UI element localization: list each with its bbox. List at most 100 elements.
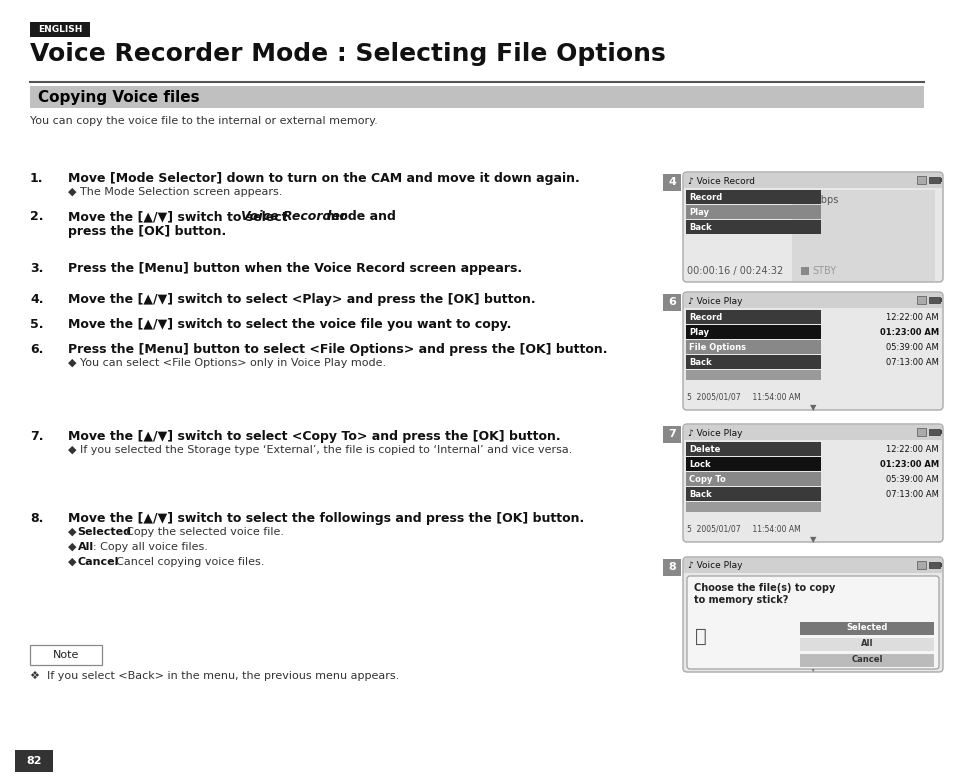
Bar: [30, 86, 923, 108]
Text: Voice Recorder Mode : Selecting File Options: Voice Recorder Mode : Selecting File Opt…: [30, 42, 665, 66]
Text: Selected: Selected: [77, 527, 132, 537]
Text: 8.: 8.: [30, 512, 43, 525]
Text: Copy To: Copy To: [688, 474, 725, 484]
Bar: [939, 298, 941, 302]
Text: Cancel: Cancel: [77, 557, 119, 567]
Text: Cancel: Cancel: [850, 655, 882, 664]
Text: ▼: ▼: [809, 664, 816, 673]
Text: Note: Note: [52, 650, 79, 660]
Bar: [685, 355, 821, 369]
Text: 5.: 5.: [30, 318, 44, 331]
Text: STBY: STBY: [811, 266, 835, 276]
Text: Move the [▲/▼] switch to select the voice file you want to copy.: Move the [▲/▼] switch to select the voic…: [68, 318, 511, 331]
Bar: [685, 325, 821, 339]
Bar: [662, 294, 680, 311]
Text: ❖  If you select <Back> in the menu, the previous menu appears.: ❖ If you select <Back> in the menu, the …: [30, 671, 399, 681]
Bar: [685, 190, 821, 204]
Text: 8: 8: [667, 562, 675, 572]
Bar: [685, 205, 821, 219]
Bar: [800, 654, 933, 667]
Text: Back: Back: [688, 223, 711, 231]
Bar: [916, 296, 925, 304]
Text: 00:00:16 / 00:24:32: 00:00:16 / 00:24:32: [686, 266, 782, 276]
Text: 82: 82: [27, 756, 42, 766]
Text: ◆: ◆: [68, 542, 80, 552]
Text: 7: 7: [667, 429, 675, 439]
Text: mode and: mode and: [322, 210, 395, 223]
Bar: [685, 370, 821, 380]
Text: Choose the file(s) to copy
to memory stick?: Choose the file(s) to copy to memory sti…: [693, 583, 835, 605]
Text: ▼: ▼: [809, 403, 816, 412]
Bar: [939, 430, 941, 434]
Text: 05:39:00 AM: 05:39:00 AM: [885, 343, 938, 351]
Text: ◆: ◆: [68, 527, 80, 537]
Text: Lock: Lock: [688, 460, 710, 468]
Bar: [683, 425, 941, 440]
Bar: [916, 561, 925, 569]
Bar: [15, 750, 53, 772]
Text: 5  2005/01/07     11:54:00 AM: 5 2005/01/07 11:54:00 AM: [686, 524, 800, 533]
Text: Move the [▲/▼] switch to select: Move the [▲/▼] switch to select: [68, 210, 292, 223]
Text: 07:13:00 AM: 07:13:00 AM: [885, 489, 938, 499]
Text: ♪ Voice Play: ♪ Voice Play: [687, 562, 741, 570]
FancyBboxPatch shape: [682, 424, 942, 542]
Text: 12:22:00 AM: 12:22:00 AM: [885, 312, 938, 322]
Bar: [685, 472, 821, 486]
Text: 7.: 7.: [30, 430, 44, 443]
Text: 4: 4: [667, 177, 676, 187]
Bar: [683, 558, 941, 573]
Bar: [928, 562, 939, 568]
Text: ◆: ◆: [68, 557, 80, 567]
Bar: [928, 297, 939, 303]
Bar: [662, 174, 680, 191]
Bar: [662, 559, 680, 576]
Bar: [685, 487, 821, 501]
Text: 6: 6: [667, 297, 676, 307]
Bar: [30, 645, 102, 665]
Text: 07:13:00 AM: 07:13:00 AM: [885, 358, 938, 366]
Text: 12:22:00 AM: 12:22:00 AM: [885, 445, 938, 453]
Bar: [939, 178, 941, 182]
Bar: [683, 173, 941, 188]
Text: ENGLISH: ENGLISH: [38, 24, 82, 33]
Bar: [662, 426, 680, 443]
Text: : Copy all voice files.: : Copy all voice files.: [93, 542, 208, 552]
Bar: [683, 293, 941, 308]
Text: Copying Voice files: Copying Voice files: [38, 90, 199, 104]
Bar: [791, 190, 934, 281]
Bar: [939, 563, 941, 567]
FancyBboxPatch shape: [682, 172, 942, 282]
Bar: [916, 428, 925, 436]
Text: 28Kbps: 28Kbps: [801, 195, 838, 205]
Text: Move the [▲/▼] switch to select <Copy To> and press the [OK] button.: Move the [▲/▼] switch to select <Copy To…: [68, 430, 560, 443]
Text: 01:23:00 AM: 01:23:00 AM: [879, 460, 938, 468]
Text: 📂: 📂: [695, 626, 706, 646]
Bar: [30, 22, 90, 37]
Text: 01:23:00 AM: 01:23:00 AM: [879, 327, 938, 337]
Text: ◆ The Mode Selection screen appears.: ◆ The Mode Selection screen appears.: [68, 187, 282, 197]
Bar: [685, 220, 821, 234]
Bar: [800, 622, 933, 635]
Text: 5  2005/01/07     11:54:00 AM: 5 2005/01/07 11:54:00 AM: [686, 392, 800, 401]
Bar: [685, 457, 821, 471]
Text: Selected: Selected: [845, 623, 886, 633]
Text: You can copy the voice file to the internal or external memory.: You can copy the voice file to the inter…: [30, 116, 377, 126]
Text: File Options: File Options: [688, 343, 745, 351]
FancyBboxPatch shape: [682, 557, 942, 672]
Text: Move [Mode Selector] down to turn on the CAM and move it down again.: Move [Mode Selector] down to turn on the…: [68, 172, 579, 185]
Text: Record: Record: [688, 192, 721, 202]
Bar: [928, 429, 939, 435]
Text: 6.: 6.: [30, 343, 43, 356]
Text: Move the [▲/▼] switch to select the followings and press the [OK] button.: Move the [▲/▼] switch to select the foll…: [68, 512, 583, 525]
Text: Voice Recorder: Voice Recorder: [240, 210, 346, 223]
Bar: [916, 176, 925, 184]
Text: : Copy the selected voice file.: : Copy the selected voice file.: [119, 527, 284, 537]
Text: ♪ Voice Record: ♪ Voice Record: [687, 177, 754, 185]
Bar: [685, 442, 821, 456]
Bar: [685, 310, 821, 324]
Text: Press the [Menu] button to select <File Options> and press the [OK] button.: Press the [Menu] button to select <File …: [68, 343, 607, 356]
Text: ◆ If you selected the Storage type ‘External’, the file is copied to ‘Internal’ : ◆ If you selected the Storage type ‘Exte…: [68, 445, 572, 455]
Bar: [928, 177, 939, 183]
Text: 3.: 3.: [30, 262, 43, 275]
Text: Move the [▲/▼] switch to select <Play> and press the [OK] button.: Move the [▲/▼] switch to select <Play> a…: [68, 293, 535, 306]
